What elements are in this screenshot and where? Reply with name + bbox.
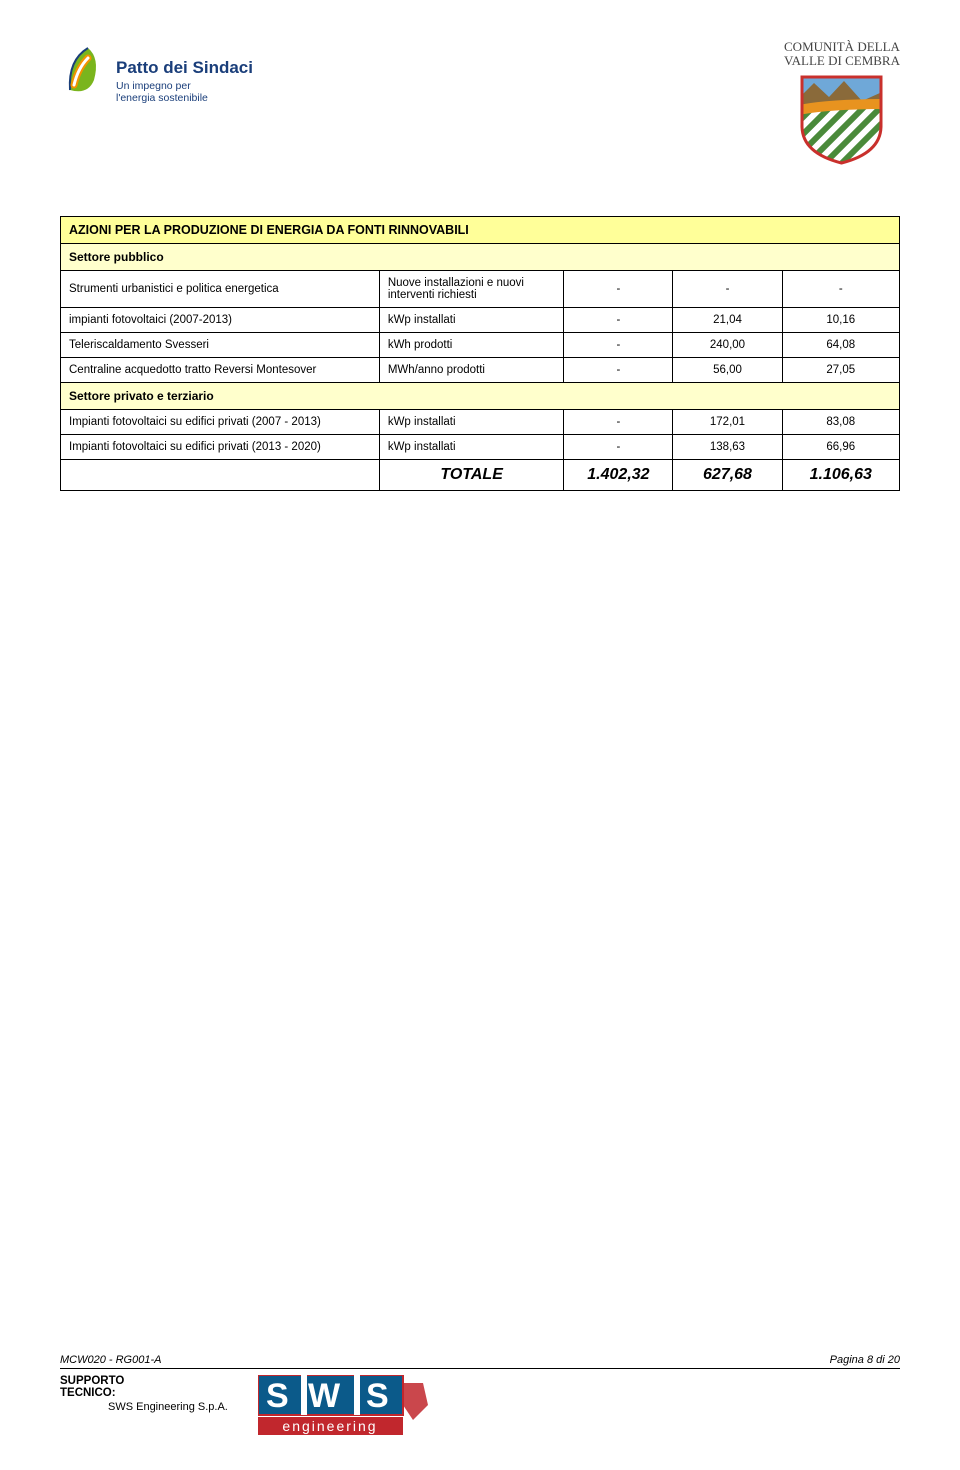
row-label: Impianti fotovoltaici su edifici privati… — [61, 434, 380, 459]
row-v3: 83,08 — [782, 409, 899, 434]
section-pubblico-label: Settore pubblico — [61, 243, 900, 270]
section-privato: Settore privato e terziario — [61, 382, 900, 409]
row-v1: - — [564, 434, 673, 459]
row-v2: 240,00 — [673, 332, 782, 357]
row-label: Teleriscaldamento Svesseri — [61, 332, 380, 357]
row-desc: kWh prodotti — [379, 332, 564, 357]
total-row: TOTALE 1.402,32 627,68 1.106,63 — [61, 459, 900, 490]
row-label: Impianti fotovoltaici su edifici privati… — [61, 409, 380, 434]
row-v1: - — [564, 332, 673, 357]
row-label: impianti fotovoltaici (2007-2013) — [61, 307, 380, 332]
section-privato-label: Settore privato e terziario — [61, 382, 900, 409]
header-logos: Patto dei Sindaci Un impegno per l'energ… — [60, 40, 900, 166]
row-v1: - — [564, 270, 673, 307]
energy-actions-table: AZIONI PER LA PRODUZIONE DI ENERGIA DA F… — [60, 216, 900, 491]
svg-text:S: S — [366, 1377, 389, 1415]
row-desc: kWp installati — [379, 409, 564, 434]
row-v1: - — [564, 409, 673, 434]
comunita-text-1: COMUNITÀ DELLA — [784, 40, 900, 54]
table-row: Centraline acquedotto tratto Reversi Mon… — [61, 357, 900, 382]
patto-sub1: Un impegno per — [116, 80, 253, 93]
table-title-row: AZIONI PER LA PRODUZIONE DI ENERGIA DA F… — [61, 216, 900, 243]
row-v2: 172,01 — [673, 409, 782, 434]
total-v2: 627,68 — [673, 459, 782, 490]
row-v2: 138,63 — [673, 434, 782, 459]
row-v1: - — [564, 307, 673, 332]
row-label: Centraline acquedotto tratto Reversi Mon… — [61, 357, 380, 382]
support-label-1: SUPPORTO — [60, 1375, 124, 1387]
svg-text:engineering: engineering — [282, 1418, 377, 1434]
comunita-text-2: VALLE DI CEMBRA — [784, 54, 900, 68]
row-v3: 64,08 — [782, 332, 899, 357]
row-label: Strumenti urbanistici e politica energet… — [61, 270, 380, 307]
page-footer: MCW020 - RG001-A Pagina 8 di 20 SUPPORTO… — [60, 1354, 900, 1440]
patto-sub2: l'energia sostenibile — [116, 92, 253, 105]
patto-title: Patto dei Sindaci — [116, 58, 253, 78]
table-row: Impianti fotovoltaici su edifici privati… — [61, 409, 900, 434]
footer-support-block: SUPPORTO TECNICO: SWS Engineering S.p.A. — [60, 1375, 228, 1413]
row-v2: 56,00 — [673, 357, 782, 382]
row-v2: 21,04 — [673, 307, 782, 332]
doc-id: MCW020 - RG001-A — [60, 1354, 161, 1366]
total-v1: 1.402,32 — [564, 459, 673, 490]
logo-patto-sindaci: Patto dei Sindaci Un impegno per l'energ… — [60, 40, 253, 110]
row-desc: kWp installati — [379, 434, 564, 459]
sws-logo: S W S engineering — [258, 1375, 428, 1440]
support-label-2: TECNICO: — [60, 1387, 124, 1399]
table-row: Strumenti urbanistici e politica energet… — [61, 270, 900, 307]
row-v1: - — [564, 357, 673, 382]
row-v3: 10,16 — [782, 307, 899, 332]
shield-icon — [794, 71, 889, 166]
table-row: Teleriscaldamento Svesseri kWh prodotti … — [61, 332, 900, 357]
svg-text:S: S — [266, 1377, 289, 1415]
row-v2: - — [673, 270, 782, 307]
company-name: SWS Engineering S.p.A. — [108, 1401, 228, 1413]
table-title: AZIONI PER LA PRODUZIONE DI ENERGIA DA F… — [61, 216, 900, 243]
table-row: impianti fotovoltaici (2007-2013) kWp in… — [61, 307, 900, 332]
row-v3: 66,96 — [782, 434, 899, 459]
total-label: TOTALE — [379, 459, 564, 490]
section-pubblico: Settore pubblico — [61, 243, 900, 270]
patto-leaf-icon — [60, 40, 108, 110]
row-desc: kWp installati — [379, 307, 564, 332]
logo-comunita-cembra: COMUNITÀ DELLA VALLE DI CEMBRA — [784, 40, 900, 166]
row-desc: MWh/anno prodotti — [379, 357, 564, 382]
row-v3: - — [782, 270, 899, 307]
row-v3: 27,05 — [782, 357, 899, 382]
total-v3: 1.106,63 — [782, 459, 899, 490]
svg-text:W: W — [308, 1377, 341, 1415]
row-desc: Nuove installazioni e nuovi interventi r… — [379, 270, 564, 307]
page-number: Pagina 8 di 20 — [830, 1354, 900, 1366]
table-row: Impianti fotovoltaici su edifici privati… — [61, 434, 900, 459]
